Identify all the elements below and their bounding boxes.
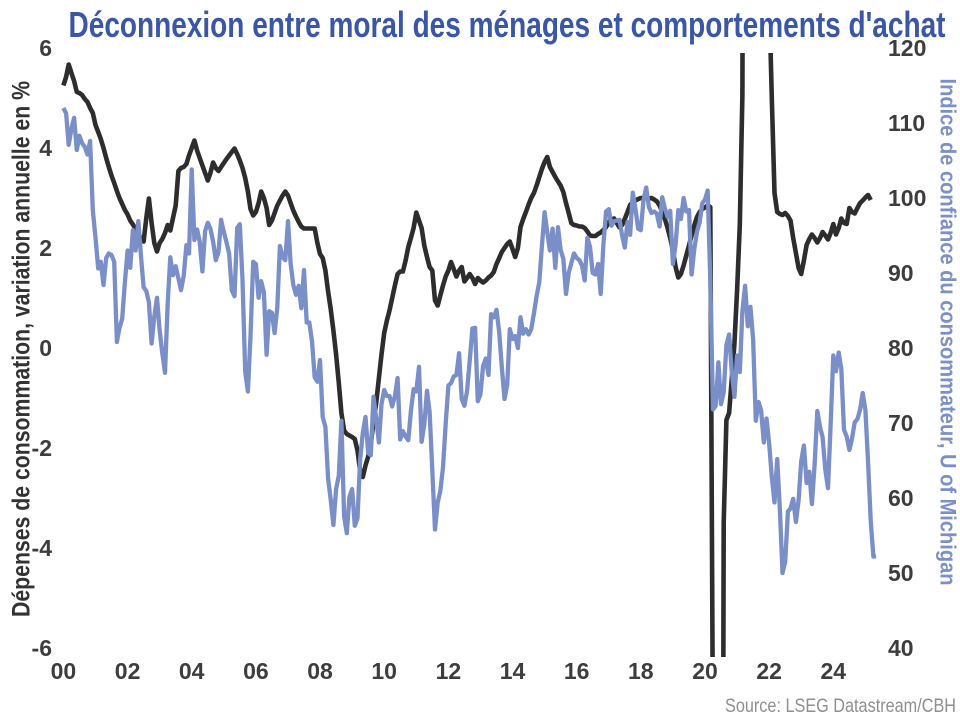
- svg-text:80: 80: [888, 335, 914, 361]
- svg-text:22: 22: [756, 658, 782, 684]
- svg-text:100: 100: [888, 185, 926, 211]
- svg-text:02: 02: [115, 658, 141, 684]
- svg-text:60: 60: [888, 485, 914, 511]
- svg-text:0: 0: [39, 335, 52, 361]
- svg-text:2: 2: [39, 235, 52, 261]
- svg-text:16: 16: [564, 658, 590, 684]
- svg-text:Déconnexion entre moral des mé: Déconnexion entre moral des ménages et c…: [69, 4, 946, 45]
- svg-text:10: 10: [371, 658, 397, 684]
- svg-text:90: 90: [888, 260, 914, 286]
- svg-text:04: 04: [179, 658, 205, 684]
- svg-text:Source: LSEG Datastream/CBH: Source: LSEG Datastream/CBH: [725, 695, 956, 717]
- svg-text:Indice de confiance du consomm: Indice de confiance du consommateur, U o…: [935, 79, 960, 586]
- svg-text:40: 40: [888, 635, 914, 661]
- svg-text:-6: -6: [32, 635, 52, 661]
- svg-text:12: 12: [436, 658, 462, 684]
- svg-text:110: 110: [888, 110, 925, 136]
- svg-text:20: 20: [692, 658, 718, 684]
- svg-text:120: 120: [888, 35, 926, 61]
- svg-text:Dépenses de consommation, vari: Dépenses de consommation, variation annu…: [8, 81, 36, 617]
- svg-text:70: 70: [888, 410, 914, 436]
- svg-text:08: 08: [307, 658, 333, 684]
- svg-text:06: 06: [243, 658, 269, 684]
- svg-text:6: 6: [39, 35, 52, 61]
- svg-text:24: 24: [821, 658, 847, 684]
- svg-text:18: 18: [628, 658, 654, 684]
- svg-text:-4: -4: [32, 535, 53, 561]
- svg-text:00: 00: [51, 658, 77, 684]
- svg-text:-2: -2: [32, 435, 52, 461]
- svg-text:4: 4: [39, 135, 52, 161]
- svg-text:50: 50: [888, 560, 914, 586]
- svg-text:14: 14: [500, 658, 526, 684]
